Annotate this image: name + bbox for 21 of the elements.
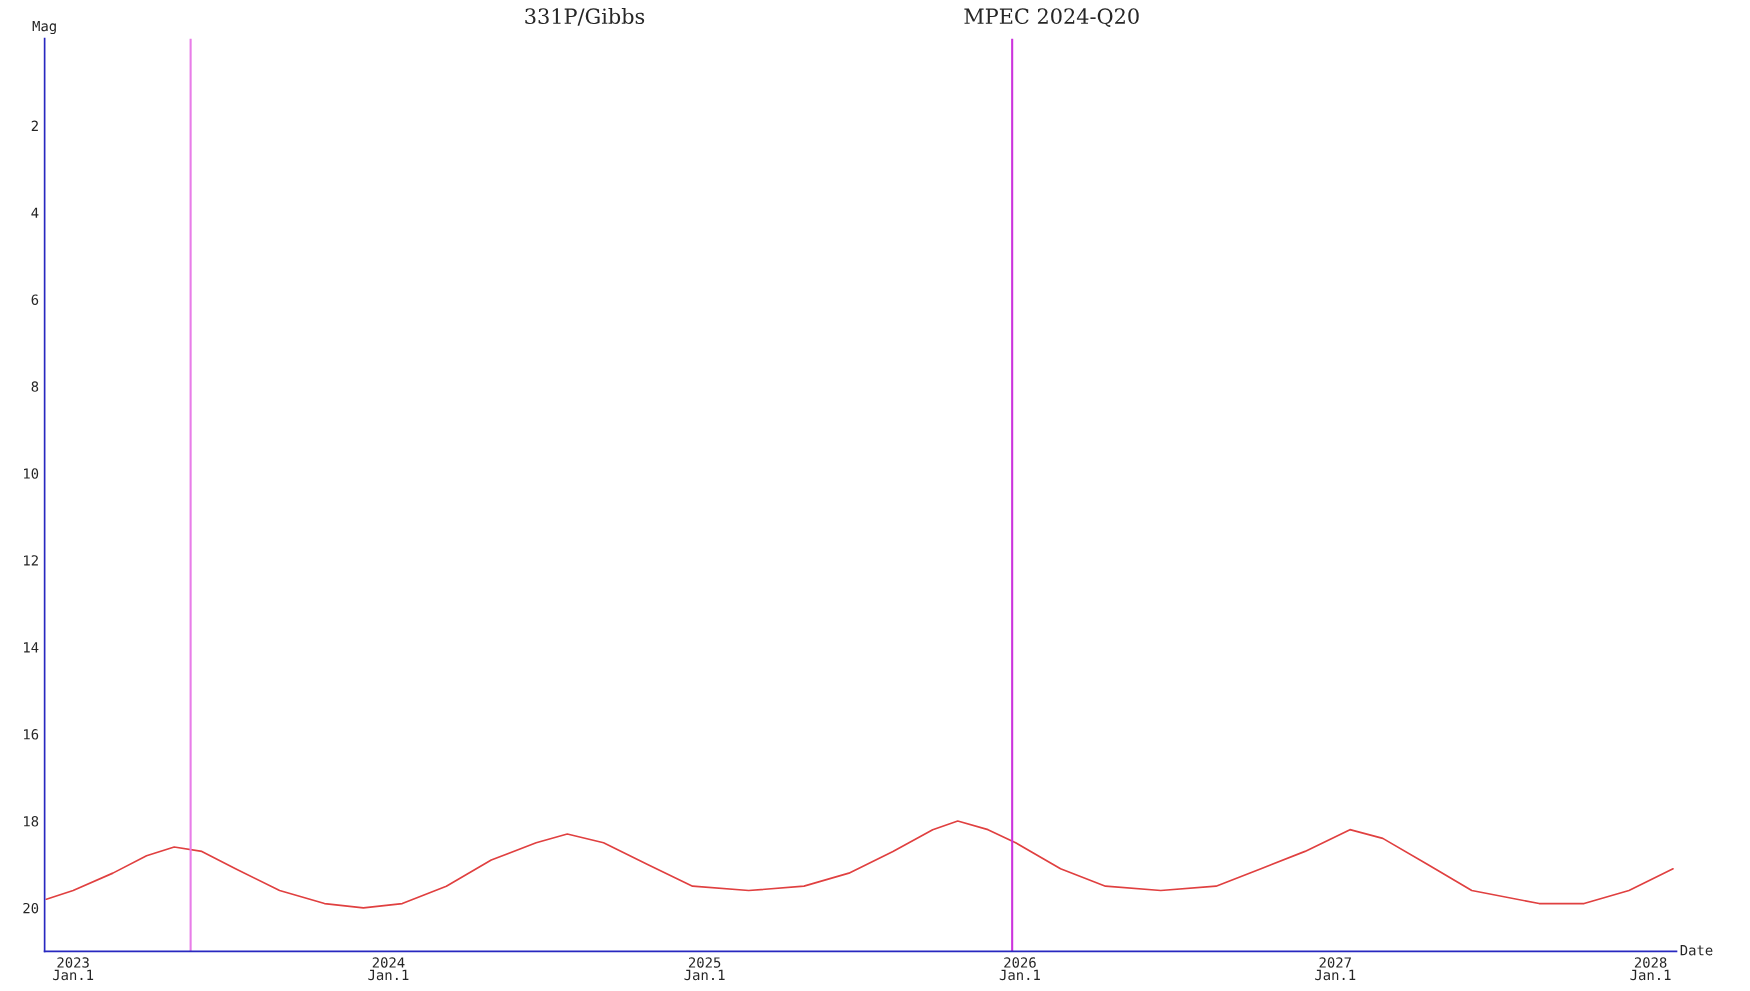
line-series bbox=[45, 820, 1674, 909]
y-tick-label: 6 bbox=[31, 294, 39, 305]
x-tick-label: 2026 Jan.1 bbox=[999, 957, 1040, 981]
y-tick-label: 12 bbox=[24, 555, 38, 566]
y-tick-label: 8 bbox=[31, 381, 39, 392]
x-tick-label: 2027 Jan.1 bbox=[1315, 957, 1356, 981]
y-tick-label: 18 bbox=[24, 815, 39, 827]
x-tick-label: 2024 Jan.1 bbox=[368, 957, 409, 981]
y-tick-label: 14 bbox=[24, 642, 39, 653]
chart-title: 331P/Gibbs bbox=[525, 7, 645, 26]
y-tick-label: 16 bbox=[24, 729, 39, 740]
x-tick-label: 2023 Jan.1 bbox=[52, 957, 94, 981]
y-tick-label: 4 bbox=[31, 207, 39, 218]
x-tick-label: 2025 Jan.1 bbox=[684, 957, 725, 981]
chart-subtitle: MPEC 2024-Q20 bbox=[964, 8, 1139, 28]
y-tick-label: 20 bbox=[23, 902, 39, 914]
x-axis-title: Date bbox=[1680, 945, 1713, 956]
y-axis-title: Mag bbox=[32, 20, 56, 35]
x-tick-label: 2028 Jan.1 bbox=[1630, 957, 1671, 981]
y-tick-label: 10 bbox=[24, 468, 39, 479]
y-tick-label: 2 bbox=[31, 120, 38, 131]
